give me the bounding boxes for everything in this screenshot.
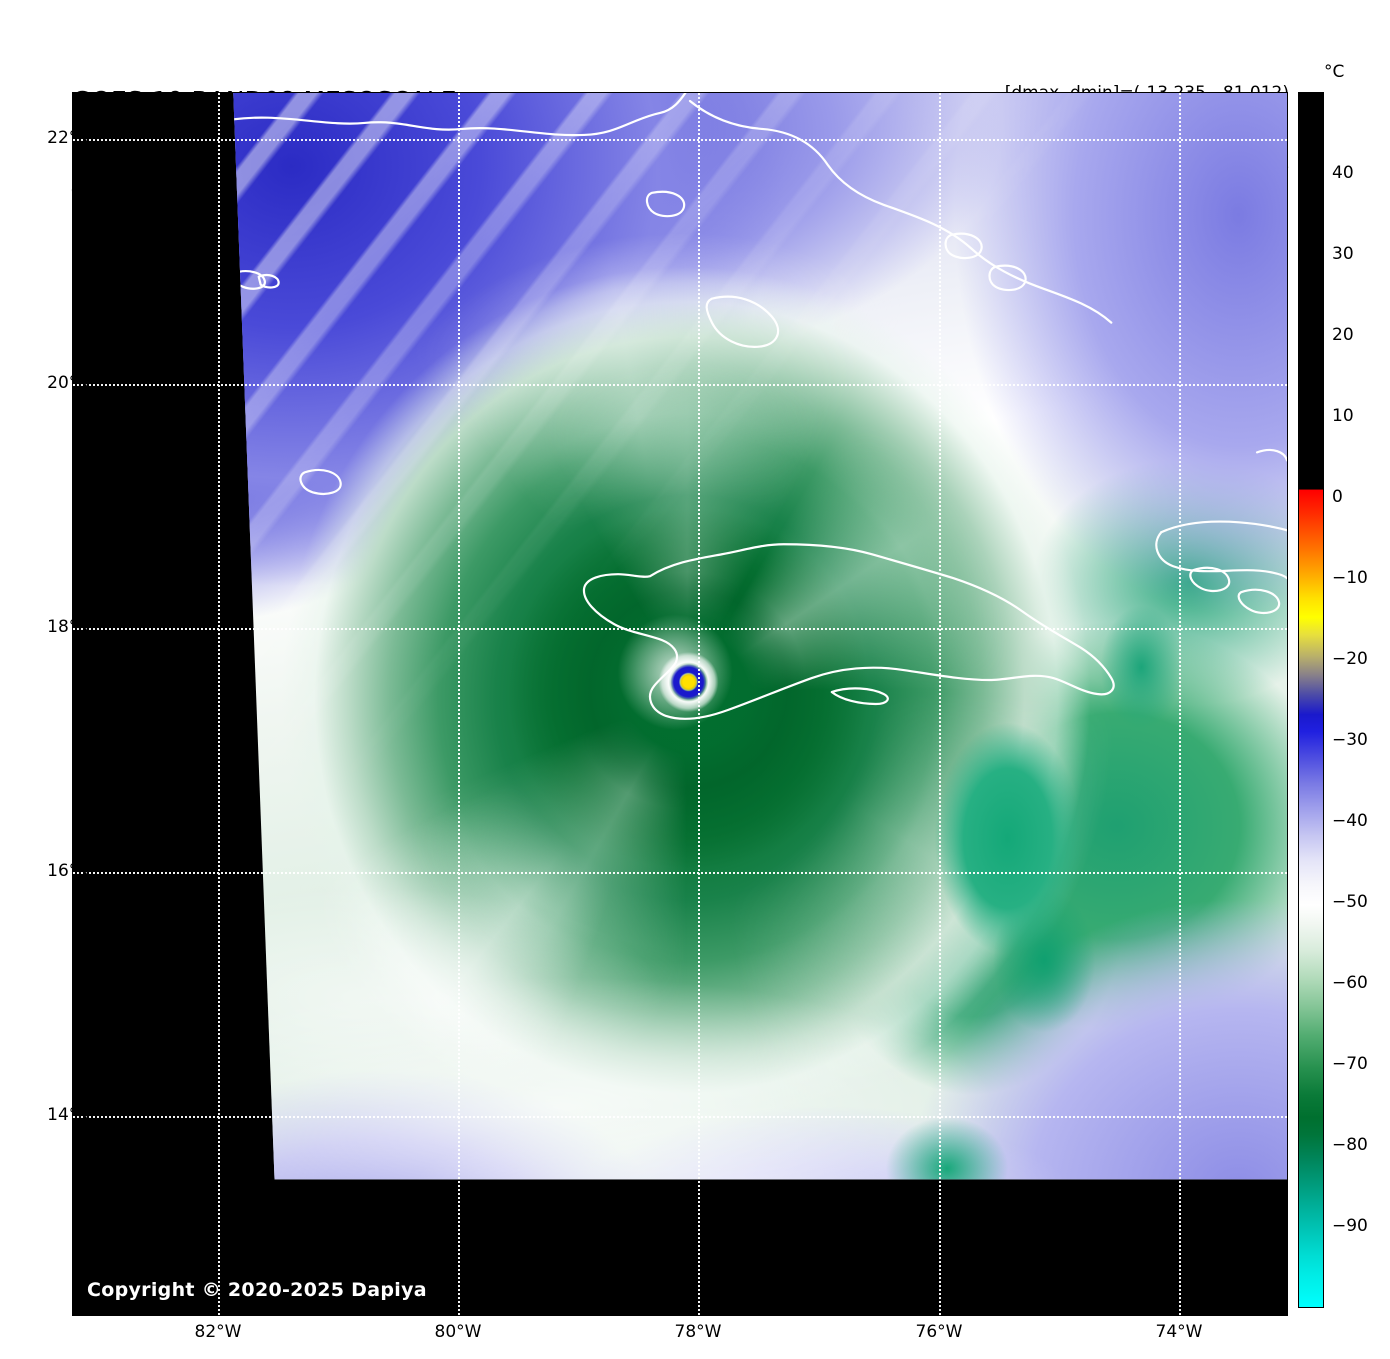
colorbar-tick-m70: −70 <box>1332 1054 1368 1074</box>
colorbar-tick-20: 20 <box>1332 325 1354 345</box>
colorbar-tick-m20: −20 <box>1332 649 1368 669</box>
gridline-lon-76 <box>939 93 941 1315</box>
colorbar-tick-m10: −10 <box>1332 568 1368 588</box>
colorbar-tick-m60: −60 <box>1332 973 1368 993</box>
lat-tick-14: 14°N <box>47 1105 90 1125</box>
colorbar-tick-m30: −30 <box>1332 730 1368 750</box>
gridline-lon-74 <box>1179 93 1181 1315</box>
gridline-lat-22 <box>73 139 1287 141</box>
lon-tick-76: 76°W <box>915 1322 963 1342</box>
temperature-colorbar <box>1298 92 1324 1308</box>
colorbar-tick-m80: −80 <box>1332 1135 1368 1155</box>
gridline-lon-78 <box>698 93 700 1315</box>
lon-tick-74: 74°W <box>1155 1322 1203 1342</box>
colorbar-tick-40: 40 <box>1332 163 1354 183</box>
colorbar-tick-m40: −40 <box>1332 811 1368 831</box>
gridline-lat-20 <box>73 384 1287 386</box>
copyright-text: Copyright © 2020-2025 Dapiya <box>87 1279 427 1301</box>
gridline-lon-82 <box>218 93 220 1315</box>
lat-tick-22: 22°N <box>47 128 90 148</box>
gridline-lat-16 <box>73 872 1287 874</box>
lat-tick-16: 16°N <box>47 861 90 881</box>
lat-tick-20: 20°N <box>47 373 90 393</box>
lat-tick-18: 18°N <box>47 617 90 637</box>
colorbar-tick-m50: −50 <box>1332 892 1368 912</box>
colorbar-tick-30: 30 <box>1332 244 1354 264</box>
lon-tick-80: 80°W <box>434 1322 482 1342</box>
gridline-lat-14 <box>73 1116 1287 1118</box>
coastline-overlay <box>233 93 1287 720</box>
colorbar-unit-label: °C <box>1324 62 1345 82</box>
satellite-swath <box>233 93 1287 1180</box>
plot-inner: Copyright © 2020-2025 Dapiya <box>73 93 1287 1315</box>
gridline-lon-80 <box>458 93 460 1315</box>
colorbar-tick-m90: −90 <box>1332 1216 1368 1236</box>
gridline-lat-18 <box>73 628 1287 630</box>
lon-tick-78: 78°W <box>674 1322 722 1342</box>
storm-eye <box>233 93 1287 1180</box>
lon-tick-82: 82°W <box>194 1322 242 1342</box>
colorbar-tick-10: 10 <box>1332 406 1354 426</box>
colorbar-tick-0: 0 <box>1332 487 1343 507</box>
satellite-image-plot: Copyright © 2020-2025 Dapiya <box>72 92 1288 1316</box>
